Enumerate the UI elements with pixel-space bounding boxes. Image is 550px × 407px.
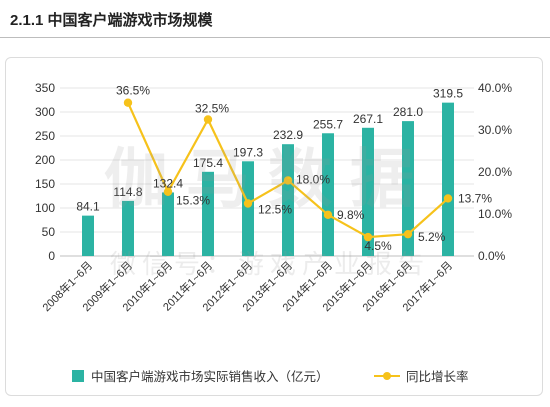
legend-item-growth: 同比增长率 <box>374 366 469 385</box>
y2-tick-label: 20.0% <box>478 165 512 179</box>
revenue-bar <box>82 215 94 256</box>
growth-value-label: 9.8% <box>337 208 365 222</box>
axes: 0 50 100 150 200 250 300 350 0.0% 10.0% 20.0% 30.0%… <box>35 81 512 314</box>
growth-value-label: 36.5% <box>116 84 150 98</box>
legend-line-swatch <box>374 370 400 382</box>
y2-tick-label: 10.0% <box>478 207 512 221</box>
data-labels: 84.1 114.8 132.4 175.4 197.3 232.9 255.7 267.1 2… <box>76 84 492 253</box>
chart-frame <box>5 57 543 396</box>
bar-value-label: 84.1 <box>76 200 100 214</box>
bar-value-label: 114.8 <box>113 185 142 199</box>
growth-point <box>203 115 213 124</box>
y-tick-label: 250 <box>35 129 55 143</box>
y2-tick-label: 0.0% <box>478 249 506 263</box>
growth-value-label: 13.7% <box>458 191 492 205</box>
title-divider <box>0 37 550 38</box>
y-tick-label: 50 <box>42 225 56 239</box>
y2-tick-label: 40.0% <box>478 81 512 95</box>
page-title: 2.1.1 中国客户端游戏市场规模 <box>10 12 213 29</box>
growth-point <box>163 187 173 196</box>
revenue-bar <box>442 102 454 256</box>
growth-point <box>403 229 413 239</box>
revenue-bar <box>242 161 254 256</box>
legend-bar-swatch <box>72 369 84 382</box>
revenue-bar <box>122 200 134 256</box>
growth-point <box>123 98 133 107</box>
revenue-bar <box>282 144 294 256</box>
bar-value-label: 255.7 <box>313 117 343 131</box>
chart-legend: 中国客户端游戏市场实际销售收入（亿元） 同比增长率 <box>0 366 550 386</box>
growth-value-label: 18.0% <box>296 172 330 186</box>
bar-value-label: 132.4 <box>153 176 183 190</box>
bar-value-label: 319.5 <box>433 87 463 101</box>
revenue-bar <box>162 192 174 256</box>
growth-value-label: 5.2% <box>418 230 446 244</box>
legend-label-revenue: 中国客户端游戏市场实际销售收入（亿元） <box>91 370 329 384</box>
revenue-bar <box>322 133 334 256</box>
y-tick-label: 300 <box>35 105 55 119</box>
bar-value-label: 197.3 <box>233 145 263 159</box>
y-tick-label: 150 <box>35 177 55 191</box>
legend-item-revenue: 中国客户端游戏市场实际销售收入（亿元） <box>72 366 329 385</box>
growth-point <box>443 194 453 203</box>
revenue-bar <box>362 127 374 257</box>
bar-value-label: 267.1 <box>353 112 383 126</box>
y-tick-label: 100 <box>35 201 55 215</box>
growth-value-label: 32.5% <box>195 102 229 116</box>
growth-point <box>243 199 253 208</box>
revenue-bar <box>402 121 414 257</box>
growth-point <box>323 210 333 220</box>
growth-point <box>363 232 373 242</box>
bar-value-label: 281.0 <box>393 105 423 119</box>
y-tick-label: 0 <box>48 249 55 263</box>
bar-value-label: 232.9 <box>273 128 303 142</box>
growth-series <box>123 98 453 242</box>
y-tick-label: 200 <box>35 153 55 167</box>
growth-point <box>283 176 293 185</box>
growth-value-label: 4.5% <box>364 239 392 253</box>
legend-label-growth: 同比增长率 <box>406 370 469 384</box>
revenue-bar <box>202 171 214 256</box>
growth-value-label: 12.5% <box>258 203 292 217</box>
bars <box>82 102 454 257</box>
growth-value-label: 15.3% <box>176 194 210 208</box>
bar-value-label: 175.4 <box>193 156 223 170</box>
y2-tick-label: 30.0% <box>478 123 512 137</box>
y-tick-label: 350 <box>35 81 55 95</box>
